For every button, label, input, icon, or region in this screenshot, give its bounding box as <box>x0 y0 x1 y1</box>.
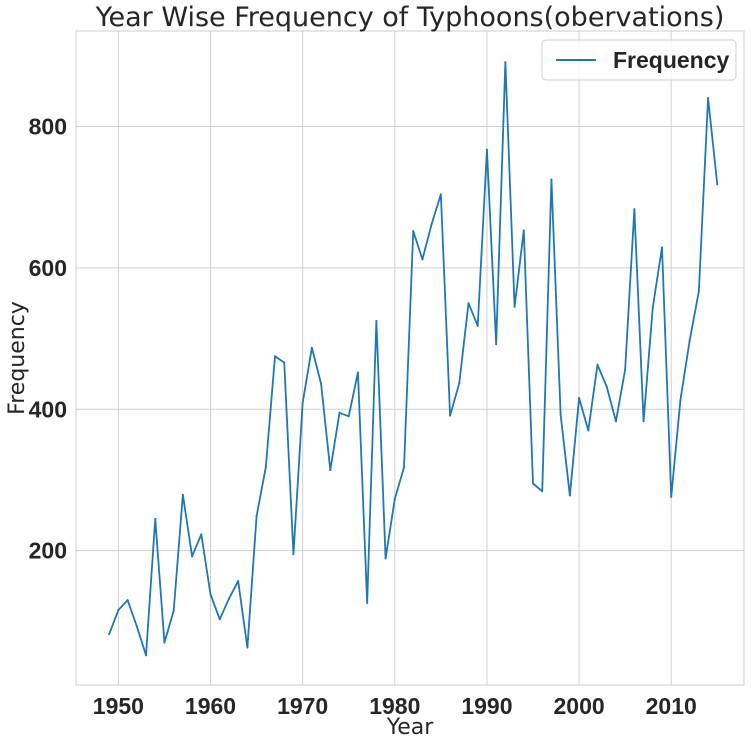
legend: Frequency <box>541 39 737 81</box>
data-point-1958 <box>191 555 194 558</box>
data-point-1998 <box>559 413 562 416</box>
data-point-1984 <box>430 223 433 226</box>
data-point-1996 <box>541 490 544 493</box>
x-tick-label-1990: 1990 <box>461 693 512 719</box>
y-tick-label-600: 600 <box>29 255 67 281</box>
data-point-1979 <box>384 557 387 560</box>
data-point-2008 <box>651 306 654 309</box>
legend-box <box>541 39 737 81</box>
data-point-1976 <box>356 371 359 374</box>
y-tick-label-400: 400 <box>29 396 67 422</box>
data-point-1989 <box>476 324 479 327</box>
data-point-1950 <box>117 609 120 612</box>
data-point-1962 <box>227 597 230 600</box>
data-point-1999 <box>568 494 571 497</box>
x-tick-label-2010: 2010 <box>646 693 697 719</box>
data-point-1968 <box>283 361 286 364</box>
data-point-1967 <box>274 355 277 358</box>
data-point-1988 <box>467 302 470 305</box>
data-point-2015 <box>716 183 719 186</box>
data-point-2004 <box>614 420 617 423</box>
data-point-1983 <box>421 258 424 261</box>
data-point-1986 <box>449 414 452 417</box>
data-point-2002 <box>596 363 599 366</box>
data-point-1965 <box>255 515 258 518</box>
data-point-1955 <box>163 641 166 644</box>
data-point-1981 <box>403 466 406 469</box>
data-point-1982 <box>412 230 415 233</box>
series-group <box>108 61 719 657</box>
data-point-1964 <box>246 646 249 649</box>
data-point-2010 <box>670 495 673 498</box>
data-point-2006 <box>633 208 636 211</box>
y-axis-label: Frequency <box>5 301 30 415</box>
y-tick-label-800: 800 <box>29 113 67 139</box>
data-point-2007 <box>642 420 645 423</box>
data-point-1980 <box>393 498 396 501</box>
chart-title: Year Wise Frequency of Typhoons(obervati… <box>95 2 725 33</box>
x-tick-label-1980: 1980 <box>369 693 420 719</box>
data-point-1990 <box>485 148 488 151</box>
data-point-1952 <box>135 625 138 628</box>
data-point-1993 <box>513 305 516 308</box>
data-point-2014 <box>707 97 710 100</box>
plot-frame <box>75 30 745 686</box>
data-point-1992 <box>504 61 507 64</box>
data-point-2000 <box>578 396 581 399</box>
data-point-1991 <box>495 343 498 346</box>
data-point-1994 <box>522 229 525 232</box>
data-point-2005 <box>624 368 627 371</box>
data-point-1949 <box>108 633 111 636</box>
x-tick-label-1950: 1950 <box>93 693 144 719</box>
data-point-2011 <box>679 399 682 402</box>
data-point-1966 <box>264 466 267 469</box>
x-tick-label-1970: 1970 <box>277 693 328 719</box>
data-point-1970 <box>301 401 304 404</box>
data-point-1973 <box>329 469 332 472</box>
tick-labels: 1950 1960 1970 1980 1990 2000 2010 200 400 600 800 <box>29 113 697 719</box>
data-point-1953 <box>145 654 148 657</box>
data-point-1987 <box>458 382 461 385</box>
data-point-1960 <box>209 593 212 596</box>
legend-label-frequency: Frequency <box>613 47 730 73</box>
x-axis-label: Year <box>386 715 435 740</box>
data-point-2003 <box>605 385 608 388</box>
data-point-1969 <box>292 553 295 556</box>
data-point-1951 <box>126 599 129 602</box>
x-tick-label-1960: 1960 <box>185 693 236 719</box>
data-point-1957 <box>181 493 184 496</box>
data-point-2013 <box>697 290 700 293</box>
data-point-1977 <box>366 601 369 604</box>
x-tick-label-2000: 2000 <box>553 693 604 719</box>
gridlines <box>76 31 744 685</box>
data-point-1985 <box>439 193 442 196</box>
data-point-1971 <box>310 346 313 349</box>
data-point-1963 <box>237 580 240 583</box>
data-point-2012 <box>688 339 691 342</box>
data-point-1995 <box>532 482 535 485</box>
data-point-1997 <box>550 178 553 181</box>
data-point-1961 <box>218 618 221 621</box>
data-point-2001 <box>587 429 590 432</box>
data-point-1972 <box>320 382 323 385</box>
data-point-1975 <box>347 415 350 418</box>
data-point-1978 <box>375 319 378 322</box>
y-tick-label-200: 200 <box>29 538 67 564</box>
data-point-1974 <box>338 411 341 414</box>
data-point-1954 <box>154 517 157 520</box>
data-point-2009 <box>660 246 663 249</box>
data-point-1959 <box>200 533 203 536</box>
data-point-1956 <box>172 609 175 612</box>
